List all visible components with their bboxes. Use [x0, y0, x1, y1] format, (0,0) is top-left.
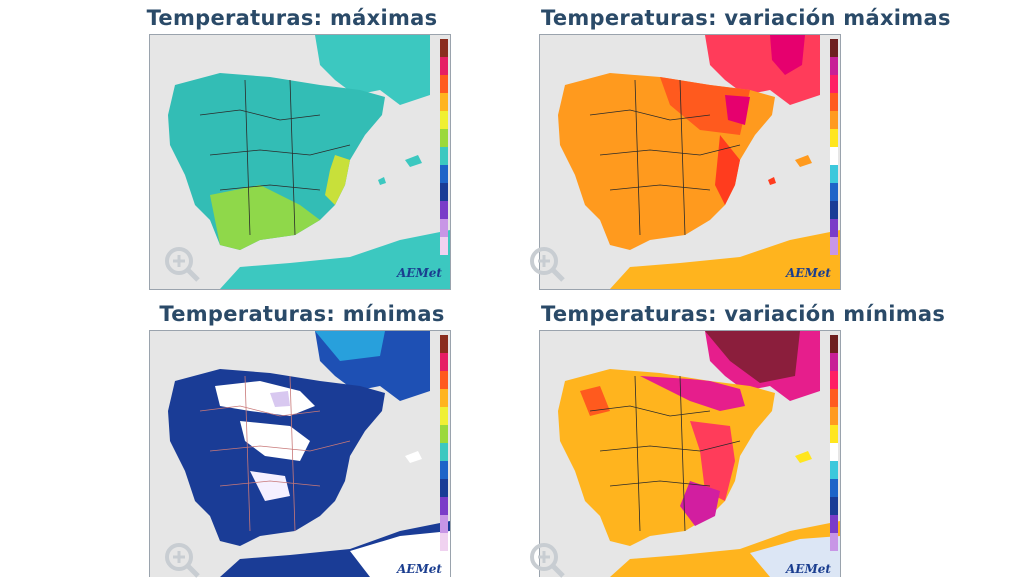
- zoom-in-icon-varmin[interactable]: [527, 540, 567, 580]
- map-max[interactable]: [149, 34, 451, 290]
- map-max-svg: [150, 35, 450, 289]
- aemet-logo: AEMet: [397, 266, 442, 280]
- map-min[interactable]: [149, 330, 451, 577]
- france-land: [315, 35, 430, 105]
- zoom-in-icon[interactable]: [162, 244, 202, 284]
- panel-title-min: Temperaturas: mínimas: [159, 302, 445, 326]
- map-varmax[interactable]: [539, 34, 841, 290]
- colorbar-varmax: [830, 39, 838, 255]
- map-min-svg: [150, 331, 450, 577]
- panel-title-varmin: Temperaturas: variación mínimas: [541, 302, 946, 326]
- panel-title-max: Temperaturas: máximas: [146, 6, 438, 30]
- aemet-logo-varmax: AEMet: [786, 266, 831, 280]
- aemet-logo-varmin: AEMet: [786, 562, 831, 576]
- aemet-logo-min: AEMet: [397, 562, 442, 576]
- colorbar-varmin: [830, 335, 838, 551]
- colorbar-max: [440, 39, 448, 255]
- map-varmin[interactable]: [539, 330, 841, 577]
- map-varmax-svg: [540, 35, 840, 289]
- zoom-in-icon-varmax[interactable]: [527, 244, 567, 284]
- africa-land: [220, 230, 450, 289]
- panel-title-varmax: Temperaturas: variación máximas: [541, 6, 951, 30]
- map-varmin-svg: [540, 331, 840, 577]
- zoom-in-icon-min[interactable]: [162, 540, 202, 580]
- colorbar-min: [440, 335, 448, 551]
